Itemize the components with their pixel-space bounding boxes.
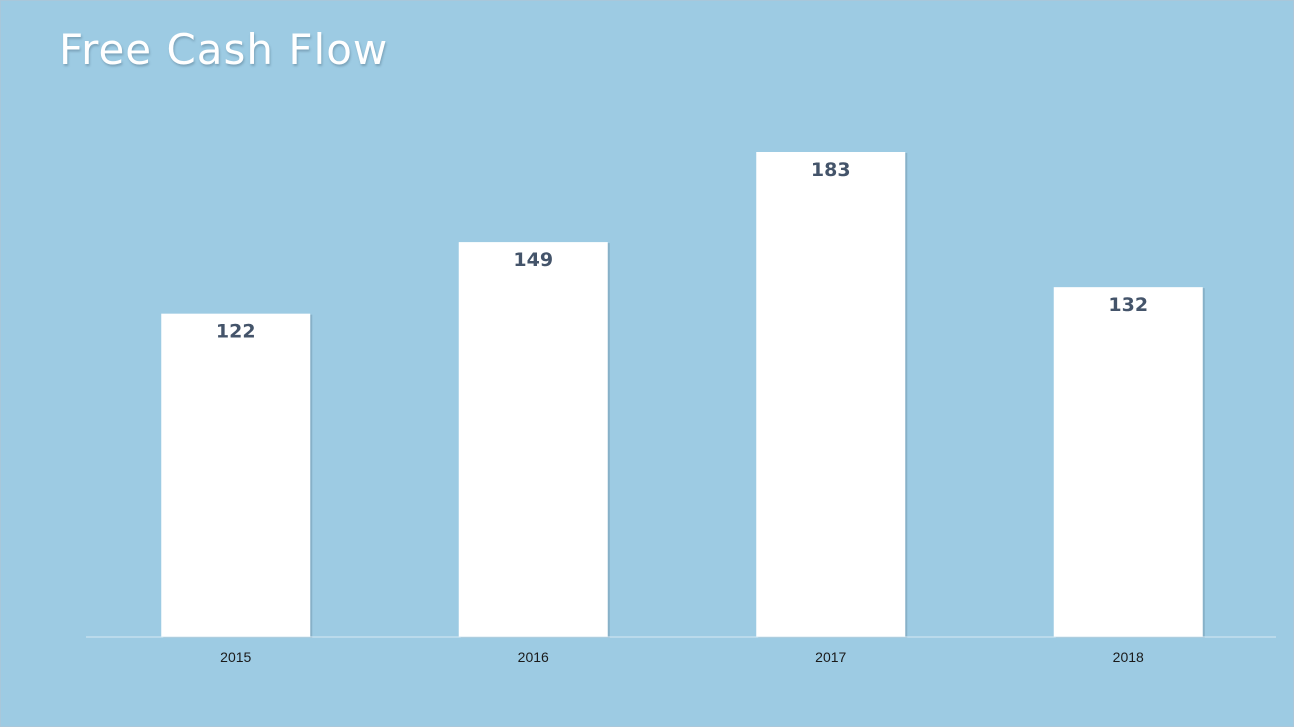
x-tick-label-2016: 2016 [518,649,549,665]
data-label-2016: 149 [513,249,553,271]
bar-2018 [1053,287,1203,637]
x-tick-label-2015: 2015 [220,649,251,665]
x-tick-label-2017: 2017 [815,649,846,665]
bar-2015 [161,313,311,637]
bar-2016 [458,242,608,637]
data-label-2018: 132 [1108,294,1148,316]
data-label-2015: 122 [216,321,256,343]
slide-title: Free Cash Flow [59,25,389,74]
x-tick-label-2018: 2018 [1113,649,1144,665]
bar-2017 [756,152,906,637]
labels-layer: 122 2015 149 2016 183 2017 132 2018 [216,159,1148,665]
bars-layer [161,152,1205,638]
data-label-2017: 183 [811,159,851,181]
